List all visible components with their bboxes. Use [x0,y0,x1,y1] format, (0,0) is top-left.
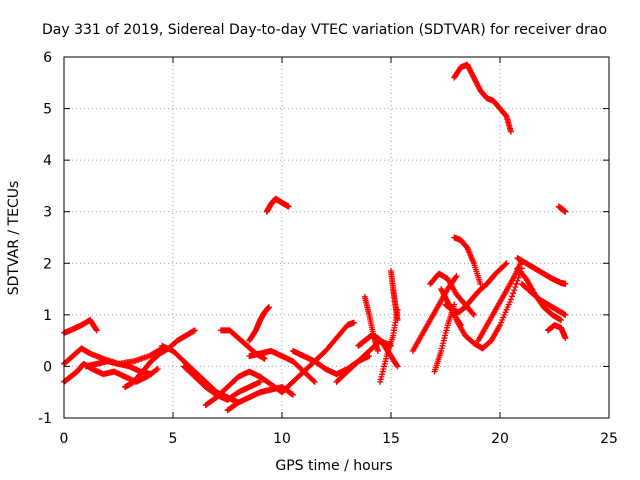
series-arc-25 [442,260,510,316]
y-tick-labels: -1 0 1 2 3 4 5 6 [38,50,52,427]
data-point [514,277,521,284]
data-point [154,366,161,373]
y-tick-label: 3 [43,205,52,221]
series-arc-27 [451,234,484,287]
data-point [93,326,100,333]
data-point [366,353,373,360]
data-point [265,304,272,311]
data-point [453,273,460,280]
x-tick-label: 25 [600,431,618,447]
data-point [394,363,401,370]
data-point [285,203,292,210]
series-arc-33 [555,203,569,215]
y-axis-label: SDTVAR / TECUs [6,181,22,296]
data-point [562,280,569,287]
series-arc-20 [388,268,401,324]
data-point [510,290,517,297]
chart-title: Day 331 of 2019, Sidereal Day-to-day VTE… [42,22,607,38]
data-point [515,274,522,281]
data-point [394,317,401,324]
data-point [310,377,317,384]
series-arc-13 [246,347,318,385]
data-point [562,208,569,215]
x-tick-label: 20 [491,431,509,447]
y-tick-label: 6 [43,50,52,66]
data-point [261,355,268,362]
x-tick-label: 0 [60,431,69,447]
series-arc-31 [518,280,569,318]
series-arc-21 [409,273,460,354]
data-point [374,347,381,354]
data-point [562,311,569,318]
data-point [508,293,515,300]
x-axis-label: GPS time / hours [275,458,392,474]
y-tick-label: 5 [43,102,52,118]
data-point [503,260,510,267]
grid-lines [64,57,609,418]
data-point [148,371,155,378]
y-tick-label: 1 [43,308,52,324]
series-arc-9 [217,327,268,362]
data-point [452,274,459,281]
data-point [507,296,514,303]
data-point [289,391,296,398]
series-arc-11 [224,384,296,414]
series-arc-32 [544,322,569,342]
series-arc-12 [263,195,292,215]
series-arc-34 [451,61,514,135]
data-point [512,284,519,291]
data-point [191,327,198,334]
data-point [451,301,458,308]
data-point [153,366,160,373]
x-tick-labels: 0 5 10 15 20 25 [60,431,618,447]
series-arc-22 [427,270,477,318]
series-arc-23 [431,301,458,375]
x-tick-label: 15 [382,431,400,447]
series-arc-4 [82,358,155,378]
data-point [311,378,318,385]
y-tick-label: 4 [43,153,52,169]
x-tick-label: 5 [169,431,178,447]
data-point [350,319,357,326]
data-point [507,128,514,135]
x-tick-label: 10 [273,431,291,447]
series-arc-19 [377,306,401,385]
data-point [93,327,100,334]
plot-frame [63,56,610,419]
data-point [257,378,264,385]
series-arc-1 [61,317,100,336]
data-point [562,335,569,342]
data-point [502,261,509,268]
data-point [513,280,520,287]
data-point [288,391,295,398]
y-tick-label: -1 [38,411,52,427]
y-tick-label: 2 [43,256,52,272]
data-point [477,280,484,287]
data-point [511,287,518,294]
data-points [61,61,569,414]
series-arc-26 [453,265,525,352]
series-arc-18 [361,293,381,354]
y-tick-label: 0 [43,359,52,375]
data-point [558,317,565,324]
series-arc-10 [246,304,272,344]
data-point [470,311,477,318]
series-arc-28 [475,257,525,344]
series-arc-29 [514,255,569,287]
data-point [469,310,476,317]
data-point [393,362,400,369]
